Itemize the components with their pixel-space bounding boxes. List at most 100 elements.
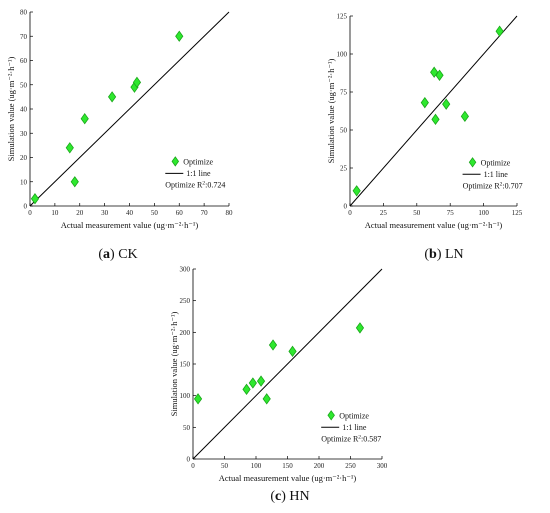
legend-label-optimize: Optimize bbox=[339, 411, 369, 420]
x-tick-label: 70 bbox=[201, 209, 209, 217]
x-tick-label: 50 bbox=[221, 462, 229, 470]
plot-area: 0 10 20 30 40 50 60 70 80 0 10 20 30 40 50 60 70 80 bbox=[20, 9, 233, 218]
x-tick-label: 300 bbox=[377, 462, 388, 470]
data-point bbox=[248, 377, 257, 389]
data-point bbox=[193, 393, 203, 405]
panel-letter: c bbox=[275, 489, 281, 504]
plot-area: 0 50 100 150 200 250 300 0 50 100 150 200 250 300 bbox=[180, 266, 388, 471]
y-tick-label: 10 bbox=[20, 178, 28, 186]
legend-label-optimize: Optimize bbox=[183, 157, 213, 166]
x-tick-label: 100 bbox=[251, 462, 262, 470]
x-tick-label: 150 bbox=[282, 462, 293, 470]
r2-label: Optimize R bbox=[165, 180, 203, 189]
y-tick-label: 50 bbox=[340, 127, 348, 135]
x-tick-label: 250 bbox=[345, 462, 356, 470]
y-tick-label: 0 bbox=[187, 456, 191, 464]
data-point bbox=[420, 96, 429, 109]
y-tick-label: 0 bbox=[344, 203, 348, 211]
data-point bbox=[107, 91, 117, 103]
y-tick-label: 200 bbox=[180, 329, 191, 337]
panel-ck: 0 10 20 30 40 50 60 70 80 0 10 20 30 40 50 60 70 80 Actua… bbox=[6, 9, 233, 263]
y-tick-label: 0 bbox=[24, 203, 28, 211]
panel-ln: 0 25 50 75 100 125 0 25 50 75 100 125 Actual measur… bbox=[326, 13, 523, 263]
r2-annotation: Optimize R2:0.587 bbox=[321, 434, 381, 443]
legend: Optimize 1:1 line Optimize R2:0.724 bbox=[165, 156, 225, 189]
y-tick-label: 20 bbox=[20, 154, 28, 162]
x-tick-label: 0 bbox=[28, 209, 32, 217]
x-axis-label: Actual measurement value (ug·m⁻²·h⁻¹) bbox=[365, 220, 503, 230]
x-tick-label: 50 bbox=[151, 209, 159, 217]
legend-marker-optimize bbox=[327, 410, 335, 421]
y-tick-label: 30 bbox=[20, 130, 28, 138]
y-axis-label: Simulation value (ug·m⁻²·h⁻¹) bbox=[169, 311, 179, 416]
data-point bbox=[30, 193, 40, 205]
y-tick-label: 100 bbox=[180, 392, 191, 400]
r2-label: Optimize R bbox=[463, 181, 501, 190]
x-tick-label: 75 bbox=[447, 209, 455, 217]
x-tick-label: 0 bbox=[191, 462, 195, 470]
x-axis-label: Actual measurement value (ug·m⁻²·h⁻¹) bbox=[61, 220, 199, 230]
data-point bbox=[65, 142, 74, 154]
data-point bbox=[352, 185, 361, 197]
y-tick-label: 50 bbox=[20, 81, 28, 89]
data-point bbox=[460, 110, 469, 123]
data-point bbox=[175, 30, 184, 42]
y-tick-label: 25 bbox=[340, 165, 348, 173]
data-point bbox=[262, 393, 271, 405]
legend: Optimize 1:1 line Optimize R2:0.587 bbox=[321, 410, 381, 443]
x-tick-label: 200 bbox=[314, 462, 325, 470]
y-axis-label: Simulation value (ug·m⁻²·h⁻¹) bbox=[6, 56, 16, 161]
data-point bbox=[288, 345, 297, 358]
x-tick-label: 30 bbox=[101, 209, 109, 217]
r2-annotation: Optimize R2:0.724 bbox=[165, 180, 225, 189]
legend-label-line: 1:1 line bbox=[342, 423, 367, 432]
data-point bbox=[132, 76, 142, 89]
r2-annotation: Optimize R2:0.707 bbox=[463, 181, 523, 190]
y-tick-label: 300 bbox=[180, 266, 191, 274]
one-to-one-line bbox=[29, 11, 230, 207]
y-tick-label: 150 bbox=[180, 361, 191, 369]
data-point bbox=[80, 113, 89, 125]
data-point bbox=[355, 322, 365, 334]
legend-label-optimize: Optimize bbox=[481, 158, 511, 167]
x-tick-label: 10 bbox=[51, 209, 59, 217]
one-to-one-line bbox=[349, 15, 518, 207]
data-point bbox=[242, 383, 251, 396]
x-tick-label: 25 bbox=[380, 209, 388, 217]
y-tick-label: 125 bbox=[337, 13, 348, 21]
x-tick-label: 60 bbox=[176, 209, 184, 217]
r2-value: :0.724 bbox=[205, 180, 225, 189]
y-tick-label: 70 bbox=[20, 33, 28, 41]
panel-caption: (c) HN bbox=[270, 489, 309, 504]
r2-superscript: 2 bbox=[202, 180, 205, 186]
data-point bbox=[435, 69, 444, 81]
y-axis-label: Simulation value (ug·m⁻²·h⁻¹) bbox=[326, 58, 336, 163]
y-tick-label: 75 bbox=[340, 89, 348, 97]
legend-label-line: 1:1 line bbox=[484, 170, 509, 179]
panel-letter: b bbox=[429, 247, 437, 262]
data-point bbox=[442, 98, 451, 110]
legend-marker-optimize bbox=[468, 157, 477, 168]
panel-name: LN bbox=[445, 247, 464, 262]
y-tick-label: 80 bbox=[20, 9, 28, 17]
data-point bbox=[431, 113, 440, 126]
data-point bbox=[256, 375, 266, 387]
legend-label-line: 1:1 line bbox=[186, 169, 211, 178]
x-tick-label: 0 bbox=[348, 209, 352, 217]
panel-name: HN bbox=[289, 489, 309, 504]
plot-area: 0 25 50 75 100 125 0 25 50 75 100 125 bbox=[337, 13, 523, 218]
one-to-one-line bbox=[192, 268, 383, 460]
legend-marker-optimize bbox=[171, 156, 180, 167]
x-tick-label: 125 bbox=[512, 209, 523, 217]
y-tick-label: 100 bbox=[337, 51, 348, 59]
r2-label: Optimize R bbox=[321, 434, 359, 443]
panel-hn: 0 50 100 150 200 250 300 0 50 100 150 200 250 300 Act… bbox=[169, 266, 388, 505]
legend: Optimize 1:1 line Optimize R2:0.707 bbox=[462, 157, 523, 190]
data-point bbox=[495, 25, 504, 37]
panel-letter: a bbox=[103, 247, 110, 262]
x-axis-label: Actual measurement value (ug·m⁻²·h⁻¹) bbox=[219, 473, 357, 483]
x-tick-label: 80 bbox=[226, 209, 234, 217]
r2-superscript: 2 bbox=[358, 434, 361, 440]
panel-caption: (a) CK bbox=[98, 247, 137, 262]
